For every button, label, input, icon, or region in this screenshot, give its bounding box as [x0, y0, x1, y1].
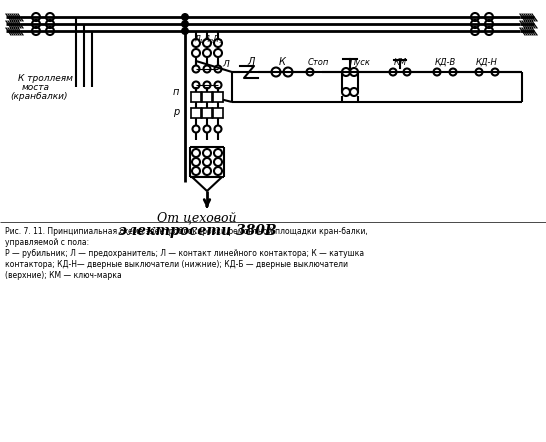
Circle shape: [181, 20, 189, 28]
Bar: [213, 92, 223, 102]
Text: К троллеям: К троллеям: [18, 74, 73, 83]
Bar: [191, 92, 201, 102]
Circle shape: [181, 13, 189, 21]
Text: КД-В: КД-В: [435, 58, 455, 67]
Text: Л: Л: [247, 57, 254, 67]
Text: р: р: [173, 107, 179, 117]
Text: п: п: [173, 87, 180, 97]
Text: (кранбалки): (кранбалки): [10, 92, 68, 101]
Text: контактора; КД-Н— дверные выключатели (нижние); КД-Б — дверные выключатели: контактора; КД-Н— дверные выключатели (н…: [5, 260, 348, 269]
Text: моста: моста: [22, 83, 50, 92]
Bar: [202, 108, 212, 118]
Text: От цеховой: От цеховой: [157, 211, 237, 224]
Text: Р — рубильник; Л — предохранитель; Л — контакт линейного контактора; К — катушка: Р — рубильник; Л — предохранитель; Л — к…: [5, 249, 364, 258]
Text: Пуск: Пуск: [349, 58, 370, 67]
Bar: [191, 108, 201, 118]
Text: К: К: [278, 57, 286, 67]
Text: Рис. 7. 11. Принципиальная схема электроблокировки ремонтной площадки кран-балки: Рис. 7. 11. Принципиальная схема электро…: [5, 227, 368, 236]
Bar: [202, 92, 212, 102]
Text: Л: Л: [222, 60, 229, 69]
Text: Стоп: Стоп: [307, 58, 329, 67]
Text: управляемой с пола:: управляемой с пола:: [5, 238, 89, 247]
Circle shape: [181, 27, 189, 35]
Text: электросети 380В: электросети 380В: [118, 224, 276, 238]
Polygon shape: [192, 177, 222, 191]
Text: $Л_1Л_2Л_3$: $Л_1Л_2Л_3$: [194, 34, 224, 46]
Text: КМ: КМ: [393, 58, 407, 67]
Bar: [213, 108, 223, 118]
Text: (верхние); КМ — ключ-марка: (верхние); КМ — ключ-марка: [5, 271, 122, 280]
Text: КД-Н: КД-Н: [476, 58, 498, 67]
